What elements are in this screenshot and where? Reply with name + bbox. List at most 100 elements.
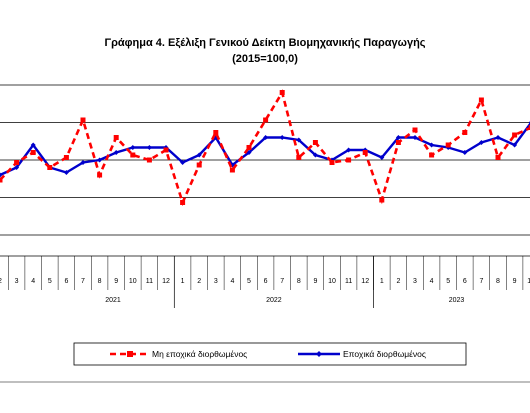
x-tick-label: 8: [496, 278, 500, 285]
series-sa-point: [180, 160, 186, 165]
x-tick-label: 11: [345, 278, 352, 285]
x-tick-label: 12: [361, 278, 369, 285]
series-nsa-point: [279, 90, 285, 95]
chart-title: Γράφημα 4. Εξέλιξη Γενικού Δείκτη Βιομηχ…: [104, 37, 425, 49]
x-tick-label: 9: [114, 278, 118, 285]
series-nsa-point: [63, 155, 69, 160]
x-tick-label: 6: [64, 278, 68, 285]
x-tick-label: 3: [15, 278, 19, 285]
x-tick-label: 6: [264, 278, 268, 285]
legend-sa-label: Εποχικά διορθωμένος: [343, 349, 426, 359]
legend-nsa-label: Μη εποχικά διορθωμένος: [152, 349, 247, 359]
series-nsa-point: [97, 172, 103, 178]
series-sa-point: [63, 170, 69, 175]
series-nsa-point: [0, 177, 3, 183]
series-nsa-point: [495, 155, 501, 160]
series-sa-point: [30, 142, 36, 148]
series-sa-point: [379, 155, 385, 160]
series-nsa-point: [246, 145, 252, 150]
x-tick-label: 5: [247, 278, 251, 285]
series-nsa-point: [47, 165, 53, 170]
series-nsa-point: [213, 130, 219, 135]
series-nsa-point: [462, 130, 468, 135]
x-tick-label: 10: [527, 278, 530, 285]
year-label: 2023: [449, 297, 465, 304]
x-tick-label: 3: [214, 278, 218, 285]
series-nsa-point: [146, 157, 152, 163]
x-tick-label: 7: [280, 278, 284, 285]
series-nsa-point: [512, 132, 518, 138]
series-sa-point: [495, 135, 501, 140]
x-tick-label: 11: [146, 278, 153, 285]
x-tick-label: 2: [197, 278, 201, 285]
legend-box: [73, 342, 467, 366]
series-nsa-point: [30, 150, 36, 155]
series-nsa-point: [528, 125, 530, 130]
series-sa-point: [346, 147, 352, 153]
x-tick-label: 5: [446, 278, 450, 285]
series-sa-point: [412, 135, 418, 140]
series-sa-point: [0, 172, 3, 178]
x-tick-label: 1: [380, 278, 384, 285]
series-nsa-point: [296, 155, 302, 160]
series-sa-point: [80, 160, 86, 165]
legend-sa-marker: [316, 351, 322, 357]
x-tick-label: 9: [313, 278, 317, 285]
series-sa-point: [146, 145, 152, 150]
series-nsa-point: [429, 152, 435, 158]
series-nsa-point: [362, 150, 368, 155]
series-nsa-point: [163, 147, 169, 153]
series-sa-point: [97, 157, 103, 163]
series-layer: [0, 89, 530, 207]
legend-nsa-marker: [127, 351, 133, 357]
series-nsa-point: [14, 160, 20, 165]
series-sa-point: [462, 150, 468, 155]
x-tick-label: 5: [48, 278, 52, 285]
series-nsa-point: [445, 142, 451, 148]
x-tick-label: 4: [430, 278, 434, 285]
x-tick-label: 2: [0, 278, 2, 285]
series-nsa-point: [312, 140, 318, 145]
series-nsa-point: [395, 140, 401, 145]
series-sa-point: [512, 142, 518, 148]
x-tick-label: 4: [230, 278, 234, 285]
series-sa-point: [478, 140, 484, 145]
chart-subtitle: (2015=100,0): [232, 53, 298, 65]
x-tick-label: 12: [162, 278, 170, 285]
series-nsa-point: [346, 157, 352, 163]
series-nsa-point: [263, 117, 269, 123]
x-tick-label: 1: [181, 278, 185, 285]
series-nsa-point: [478, 97, 484, 103]
x-tick-label: 6: [463, 278, 467, 285]
series-sa-point: [296, 137, 302, 143]
series-nsa-point: [329, 160, 335, 165]
x-tick-label: 4: [31, 278, 35, 285]
x-tick-label: 2: [396, 278, 400, 285]
series-sa-point: [196, 152, 202, 158]
x-tick-label: 7: [479, 278, 483, 285]
series-sa-point: [279, 135, 285, 140]
series-nsa-point: [180, 200, 186, 205]
series-nsa-point: [229, 167, 235, 173]
series-nsa-point: [379, 197, 385, 203]
year-label: 2022: [266, 297, 282, 304]
x-axis: 2345678910111212345678910111212345678910…: [0, 255, 530, 308]
year-label: 2021: [105, 297, 121, 304]
x-tick-label: 8: [98, 278, 102, 285]
series-nsa-point: [113, 135, 119, 140]
series-sa-point: [113, 150, 119, 155]
series-nsa-point: [196, 162, 202, 168]
x-tick-label: 7: [81, 278, 85, 285]
series-nsa-line: [0, 89, 530, 207]
series-sa-point: [130, 145, 136, 150]
series-sa-point: [429, 142, 435, 148]
series-nsa-point: [130, 152, 136, 158]
series-sa-point: [312, 152, 318, 158]
series-nsa-point: [412, 127, 418, 133]
series-sa-point: [263, 135, 269, 140]
series-sa-point: [14, 165, 20, 170]
x-tick-label: 3: [413, 278, 417, 285]
legend: Μη εποχικά διορθωμένος Εποχικά διορθωμέν…: [73, 342, 467, 366]
x-tick-label: 9: [513, 278, 517, 285]
